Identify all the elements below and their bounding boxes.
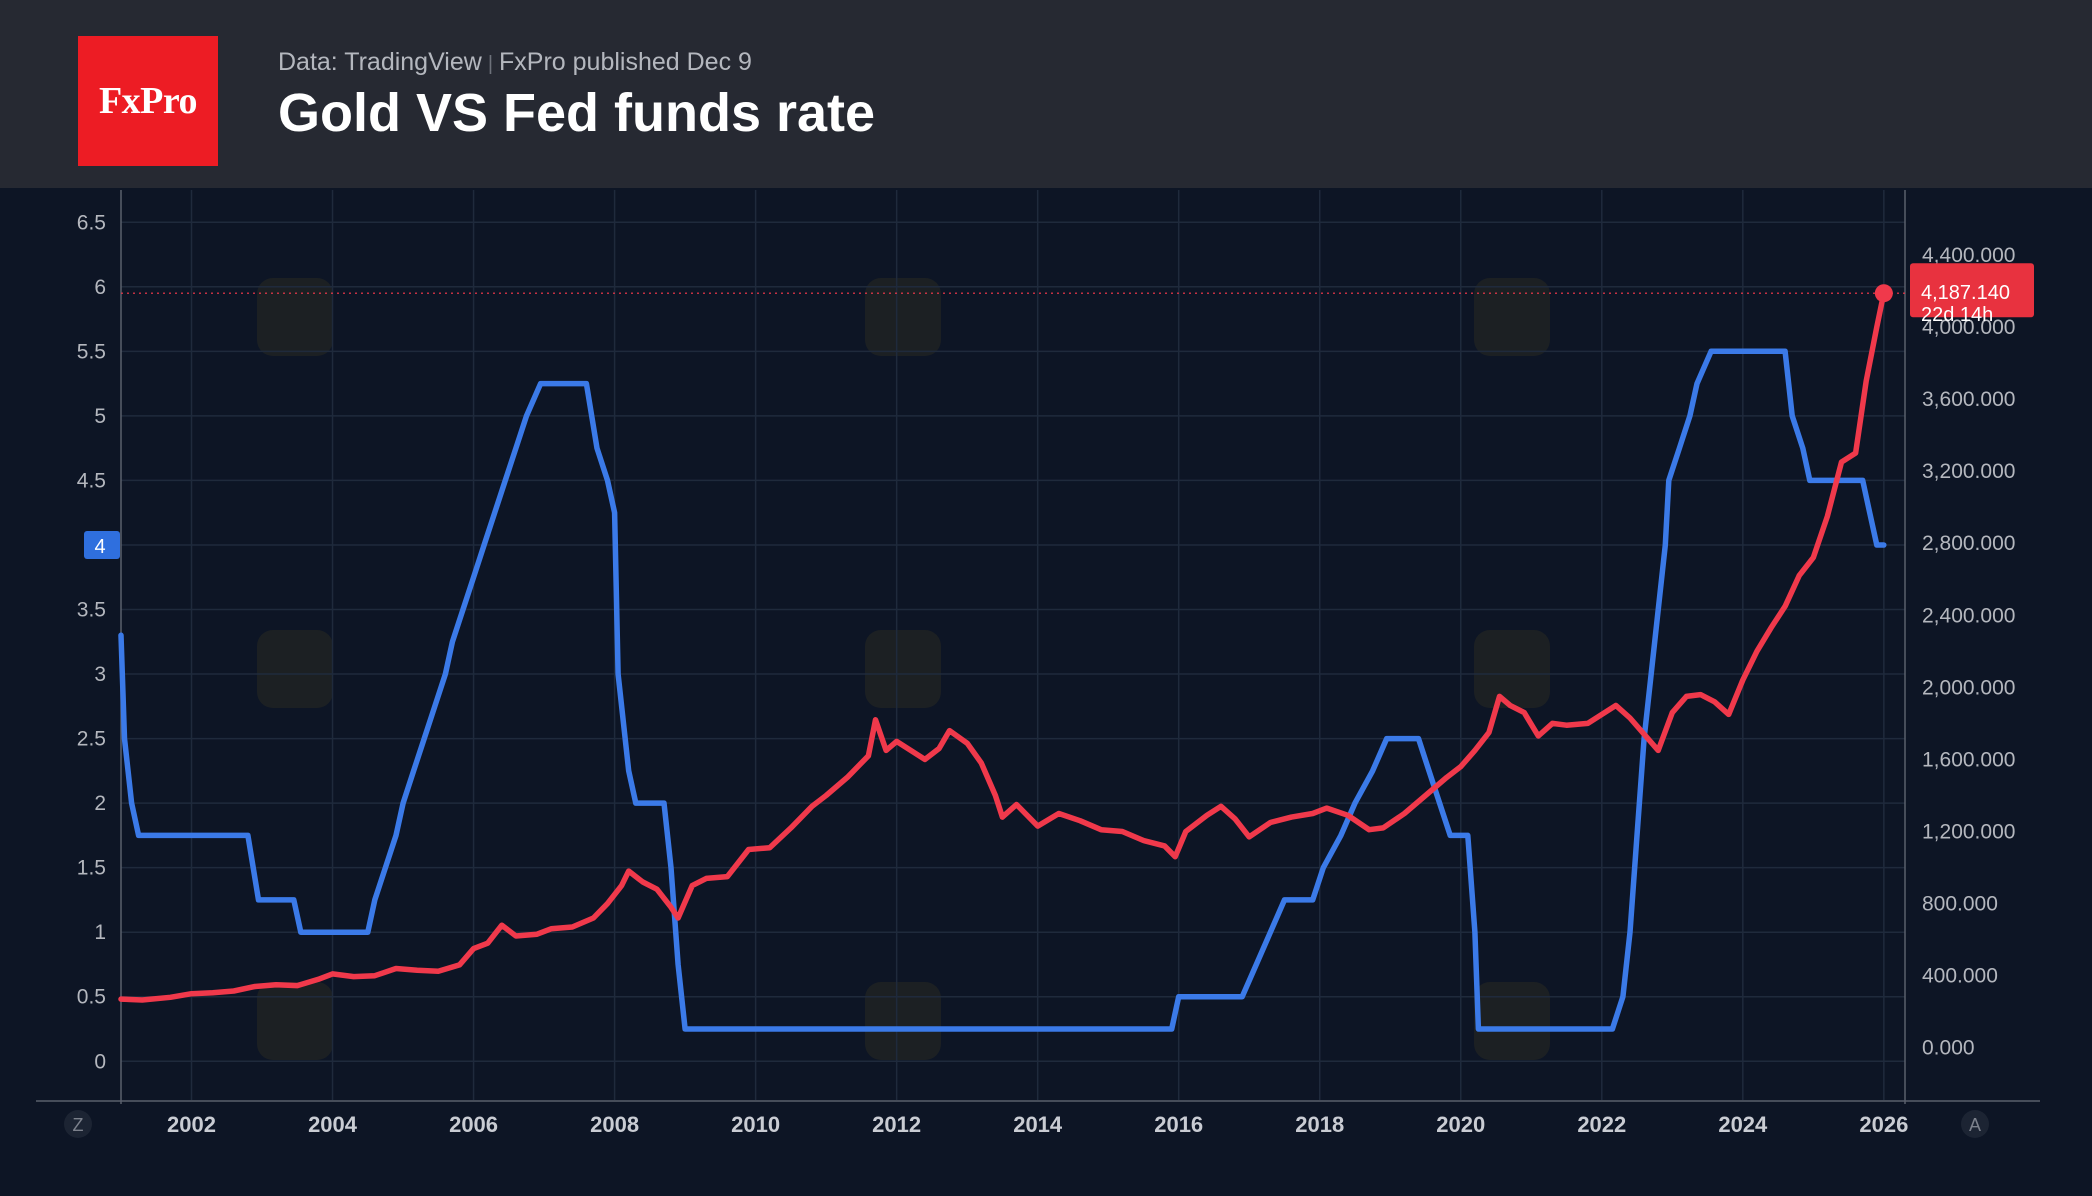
grid-lines [121, 190, 1905, 1100]
published-label: FxPro published Dec 9 [499, 48, 752, 76]
left-tick-label: 0.5 [77, 986, 106, 1009]
watermark-layer [257, 278, 1550, 1060]
right-tick-label: 2,800.000 [1922, 532, 2015, 555]
axis-labels: 2002 2004 2006 2008 2010 2012 2014 2016 2018 2020… [64, 211, 2034, 1138]
right-tick-label: 2,000.000 [1922, 676, 2015, 699]
watermark-logo [865, 630, 941, 708]
chart-subtitle: Data: TradingView | FxPro published Dec 9 [278, 48, 752, 77]
left-tick-label: 5 [94, 405, 106, 428]
left-tick-label: 2 [94, 792, 106, 815]
right-tick-label: 4,000.000 [1922, 316, 2015, 339]
gold-price-line [118, 290, 1887, 1003]
watermark-logo [865, 982, 941, 1060]
right-tick-label: 400.000 [1922, 965, 1998, 988]
watermark-logo [1474, 982, 1550, 1060]
header-bar: FxPro Data: TradingView | FxPro published … [0, 0, 2092, 188]
x-tick-label: 2022 [1577, 1112, 1626, 1137]
x-tick-label: 2008 [590, 1112, 639, 1137]
logo-text: FxPro [98, 80, 198, 122]
fxpro-logo: FxPro [78, 36, 218, 166]
gold-price-badge-value: 4,187.140 [1921, 282, 2010, 304]
watermark-logo [257, 630, 333, 708]
watermark-logo [1474, 278, 1550, 356]
left-tick-label: 4.5 [77, 469, 106, 492]
x-tick-label: 2018 [1295, 1112, 1344, 1137]
left-tick-label: 1.5 [77, 857, 106, 880]
gold-price-badge [1910, 263, 2034, 318]
subtitle-separator: | [487, 53, 494, 75]
watermark-logo [1474, 630, 1550, 708]
corner-button-left [64, 1110, 92, 1138]
right-tick-label: 3,200.000 [1922, 460, 2015, 483]
x-tick-label: 2020 [1436, 1112, 1485, 1137]
left-tick-label: 6 [94, 276, 106, 299]
left-tick-label: 6.5 [77, 211, 106, 234]
fed-funds-rate-line [118, 348, 1887, 1032]
left-tick-label: 1 [94, 921, 106, 944]
watermark-logo [257, 982, 333, 1060]
right-tick-label: 1,600.000 [1922, 748, 2015, 771]
chart-title: Gold VS Fed funds rate [278, 83, 876, 143]
gold-last-point [1874, 284, 1893, 303]
right-tick-label: 3,600.000 [1922, 388, 2015, 411]
x-tick-label: 2010 [731, 1112, 780, 1137]
fed-rate-badge-value: 4 [94, 536, 105, 558]
x-tick-label: 2014 [1013, 1112, 1063, 1137]
watermark-logo [865, 278, 941, 356]
right-tick-label: 800.000 [1922, 893, 1998, 916]
right-tick-label: 1,200.000 [1922, 821, 2015, 844]
gold-price-badge-countdown: 22d 14h [1921, 304, 1993, 326]
x-tick-label: 2004 [308, 1112, 358, 1137]
left-tick-label: 3.5 [77, 599, 106, 622]
left-tick-label: 5.5 [77, 340, 106, 363]
corner-button-left-label[interactable]: Z [73, 1115, 84, 1135]
right-tick-label: 0.000 [1922, 1037, 1975, 1060]
corner-button-right [1961, 1110, 1989, 1138]
data-source-label: Data: TradingView [278, 48, 482, 76]
left-tick-label: 2.5 [77, 728, 106, 751]
x-tick-label: 2002 [167, 1112, 216, 1137]
right-tick-label: 4,400.000 [1922, 244, 2015, 267]
fed-rate-badge [84, 530, 120, 559]
left-tick-label: 0 [94, 1050, 106, 1073]
x-tick-label: 2012 [872, 1112, 921, 1137]
right-tick-label: 2,400.000 [1922, 604, 2015, 627]
x-tick-label: 2006 [449, 1112, 498, 1137]
corner-button-right-label[interactable]: A [1969, 1115, 1981, 1135]
x-tick-label: 2016 [1154, 1112, 1203, 1137]
series-layer [118, 284, 1893, 1032]
x-tick-label: 2024 [1718, 1112, 1768, 1137]
left-tick-label: 3 [94, 663, 106, 686]
x-tick-label: 2026 [1859, 1112, 1908, 1137]
watermark-logo [257, 278, 333, 356]
